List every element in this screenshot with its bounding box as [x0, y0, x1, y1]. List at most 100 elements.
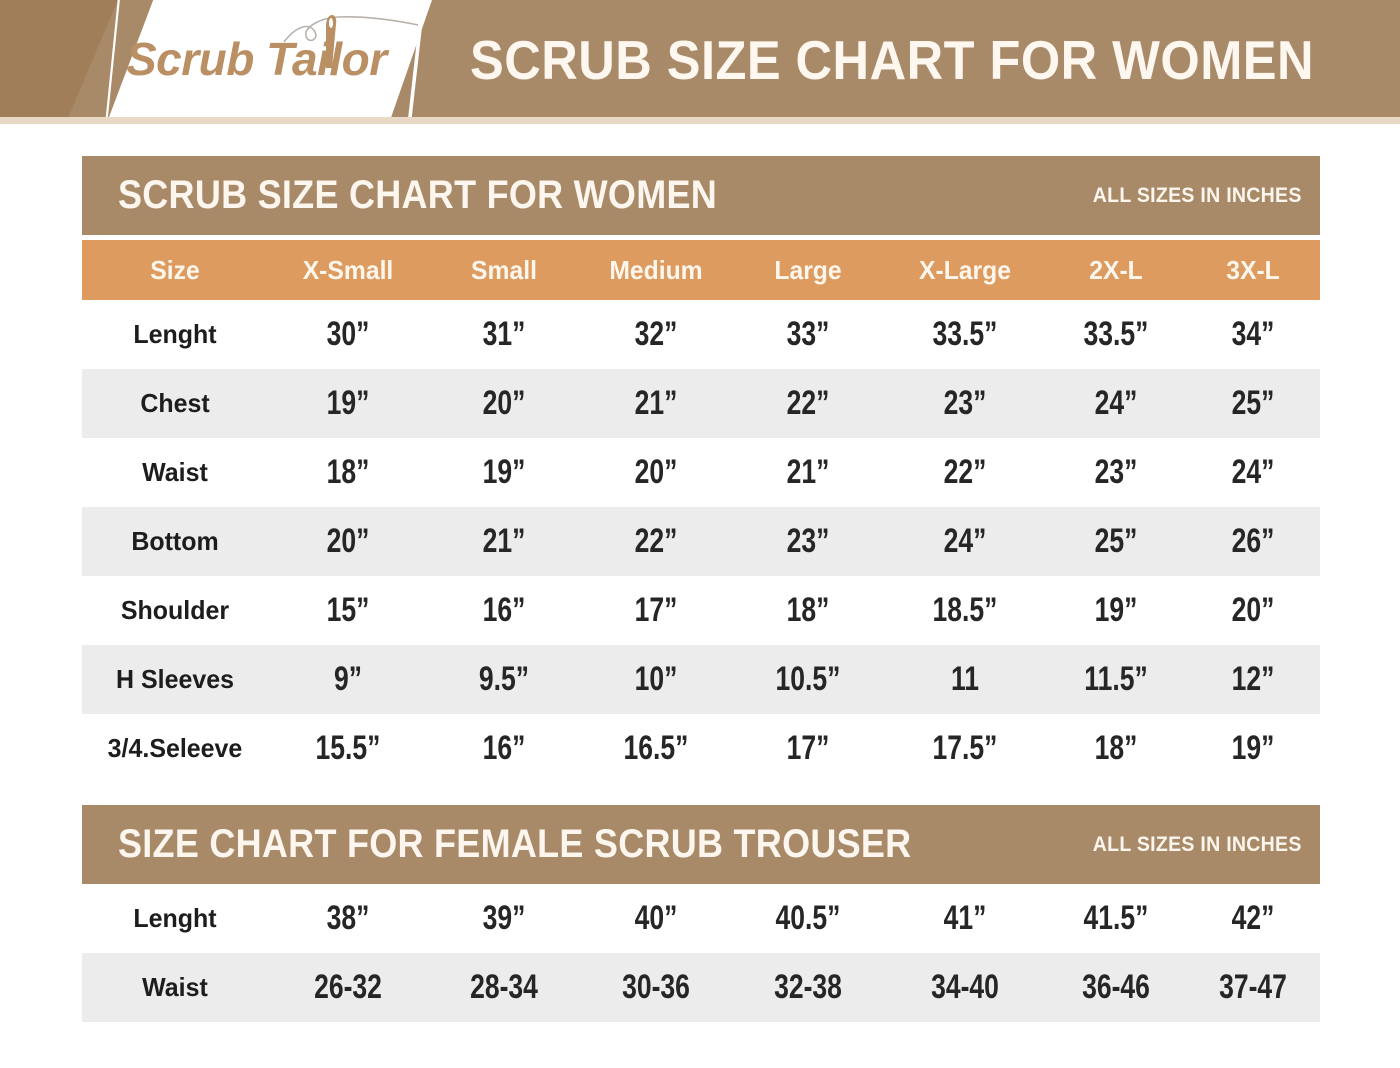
row-label: Waist	[142, 972, 208, 1002]
row-value: 24”	[1094, 384, 1138, 422]
table-row: Chest 19” 20” 21” 22” 23” 24” 25”	[82, 369, 1320, 438]
row-value: 19”	[482, 453, 526, 491]
row-value: 26”	[1231, 522, 1275, 560]
row-value: 20”	[326, 522, 370, 560]
banner-left-wedge	[0, 0, 118, 117]
table-row: Shoulder 15” 16” 17” 18” 18.5” 19” 20”	[82, 576, 1320, 645]
needle-and-thread-icon	[283, 15, 419, 68]
brand-logo-text: Scrub Tailor	[126, 33, 387, 85]
row-value: 10”	[634, 660, 678, 698]
row-label: Lenght	[133, 903, 217, 933]
row-value: 40.5”	[775, 899, 841, 937]
table-row: 3/4.Seleeve 15.5” 16” 16.5” 17” 17.5” 18…	[82, 714, 1320, 783]
row-value: 23”	[786, 522, 830, 560]
row-value: 23”	[1094, 453, 1138, 491]
row-value: 34-40	[931, 968, 999, 1006]
row-value: 21”	[786, 453, 830, 491]
scrub-section-title: SCRUB SIZE CHART FOR WOMEN	[118, 173, 718, 217]
row-value: 19”	[1094, 591, 1138, 629]
table-row: Lenght 30” 31” 32” 33” 33.5” 33.5” 34”	[82, 300, 1320, 369]
row-value: 26-32	[314, 968, 382, 1006]
row-value: 30-36	[622, 968, 690, 1006]
row-label: Bottom	[131, 526, 219, 556]
row-value: 32”	[634, 315, 678, 353]
table-row: Bottom 20” 21” 22” 23” 24” 25” 26”	[82, 507, 1320, 576]
scrub-section-header: SCRUB SIZE CHART FOR WOMEN ALL SIZES IN …	[82, 156, 1320, 235]
row-value: 19”	[326, 384, 370, 422]
row-value: 10.5”	[775, 660, 841, 698]
row-value: 9”	[333, 660, 363, 698]
row-value: 33.5”	[932, 315, 998, 353]
column-header-small: Small	[471, 254, 537, 285]
column-header-x-large: X-Large	[919, 254, 1011, 285]
table-row: Lenght 38” 39” 40” 40.5” 41” 41.5” 42”	[82, 884, 1320, 953]
row-value: 18.5”	[932, 591, 998, 629]
banner-underline	[0, 117, 1400, 124]
table-row: Waist 18” 19” 20” 21” 22” 23” 24”	[82, 438, 1320, 507]
column-header-x-small: X-Small	[302, 254, 394, 285]
row-value: 41”	[943, 899, 987, 937]
table-row: Waist 26-32 28-34 30-36 32-38 34-40 36-4…	[82, 953, 1320, 1022]
row-value: 22”	[634, 522, 678, 560]
row-value: 30”	[326, 315, 370, 353]
row-value: 12”	[1231, 660, 1275, 698]
row-label: 3/4.Seleeve	[107, 733, 243, 763]
scrub-section-units-note: ALL SIZES IN INCHES	[1093, 183, 1302, 207]
row-value: 11	[950, 660, 980, 698]
row-value: 11.5”	[1084, 660, 1148, 698]
row-value: 21”	[482, 522, 526, 560]
row-value: 32-38	[774, 968, 842, 1006]
row-value: 21”	[634, 384, 678, 422]
row-label: Shoulder	[120, 595, 230, 625]
row-value: 23”	[943, 384, 987, 422]
row-value: 15”	[326, 591, 370, 629]
row-value: 34”	[1231, 315, 1275, 353]
column-header-row: Size X-Small Small Medium Large X-Large …	[82, 240, 1320, 300]
logo-plate	[109, 0, 432, 117]
divider	[82, 235, 1320, 240]
row-label: Chest	[140, 388, 210, 418]
row-value: 18”	[1094, 729, 1138, 767]
column-header-large: Large	[774, 254, 842, 285]
row-value: 16”	[482, 729, 526, 767]
row-value: 16”	[482, 591, 526, 629]
row-value: 38”	[326, 899, 370, 937]
row-value: 41.5”	[1083, 899, 1149, 937]
section-spacer	[82, 783, 1320, 805]
row-value: 31”	[482, 315, 526, 353]
row-value: 20”	[634, 453, 678, 491]
row-value: 28-34	[470, 968, 538, 1006]
row-value: 17.5”	[932, 729, 998, 767]
row-value: 24”	[943, 522, 987, 560]
row-value: 24”	[1231, 453, 1275, 491]
banner-underline-white	[0, 124, 1400, 127]
row-value: 19”	[1231, 729, 1275, 767]
row-value: 22”	[786, 384, 830, 422]
row-value: 9.5”	[478, 660, 530, 698]
row-value: 18”	[786, 591, 830, 629]
row-value: 16.5”	[623, 729, 689, 767]
table-row: H Sleeves 9” 9.5” 10” 10.5” 11 11.5” 12”	[82, 645, 1320, 714]
column-header-size: Size	[150, 254, 200, 285]
trouser-section-units-note: ALL SIZES IN INCHES	[1093, 832, 1302, 856]
trouser-section-header: SIZE CHART FOR FEMALE SCRUB TROUSER ALL …	[82, 805, 1320, 884]
size-chart-container: SCRUB SIZE CHART FOR WOMEN ALL SIZES IN …	[82, 156, 1320, 1022]
row-value: 40”	[634, 899, 678, 937]
column-header-medium: Medium	[609, 254, 703, 285]
row-value: 17”	[634, 591, 678, 629]
row-value: 22”	[943, 453, 987, 491]
row-label: Lenght	[133, 319, 217, 349]
row-label: H Sleeves	[116, 664, 234, 694]
top-banner: Scrub Tailor SCRUB SIZE CHART FOR WOMEN	[0, 0, 1400, 117]
row-value: 25”	[1094, 522, 1138, 560]
row-value: 18”	[326, 453, 370, 491]
row-value: 37-47	[1219, 968, 1287, 1006]
row-value: 20”	[1231, 591, 1275, 629]
row-label: Waist	[142, 457, 208, 487]
banner-title: SCRUB SIZE CHART FOR WOMEN	[470, 29, 1315, 91]
row-value: 33”	[786, 315, 830, 353]
row-value: 15.5”	[315, 729, 381, 767]
column-header-3xl: 3X-L	[1226, 254, 1280, 285]
row-value: 42”	[1231, 899, 1275, 937]
row-value: 25”	[1231, 384, 1275, 422]
